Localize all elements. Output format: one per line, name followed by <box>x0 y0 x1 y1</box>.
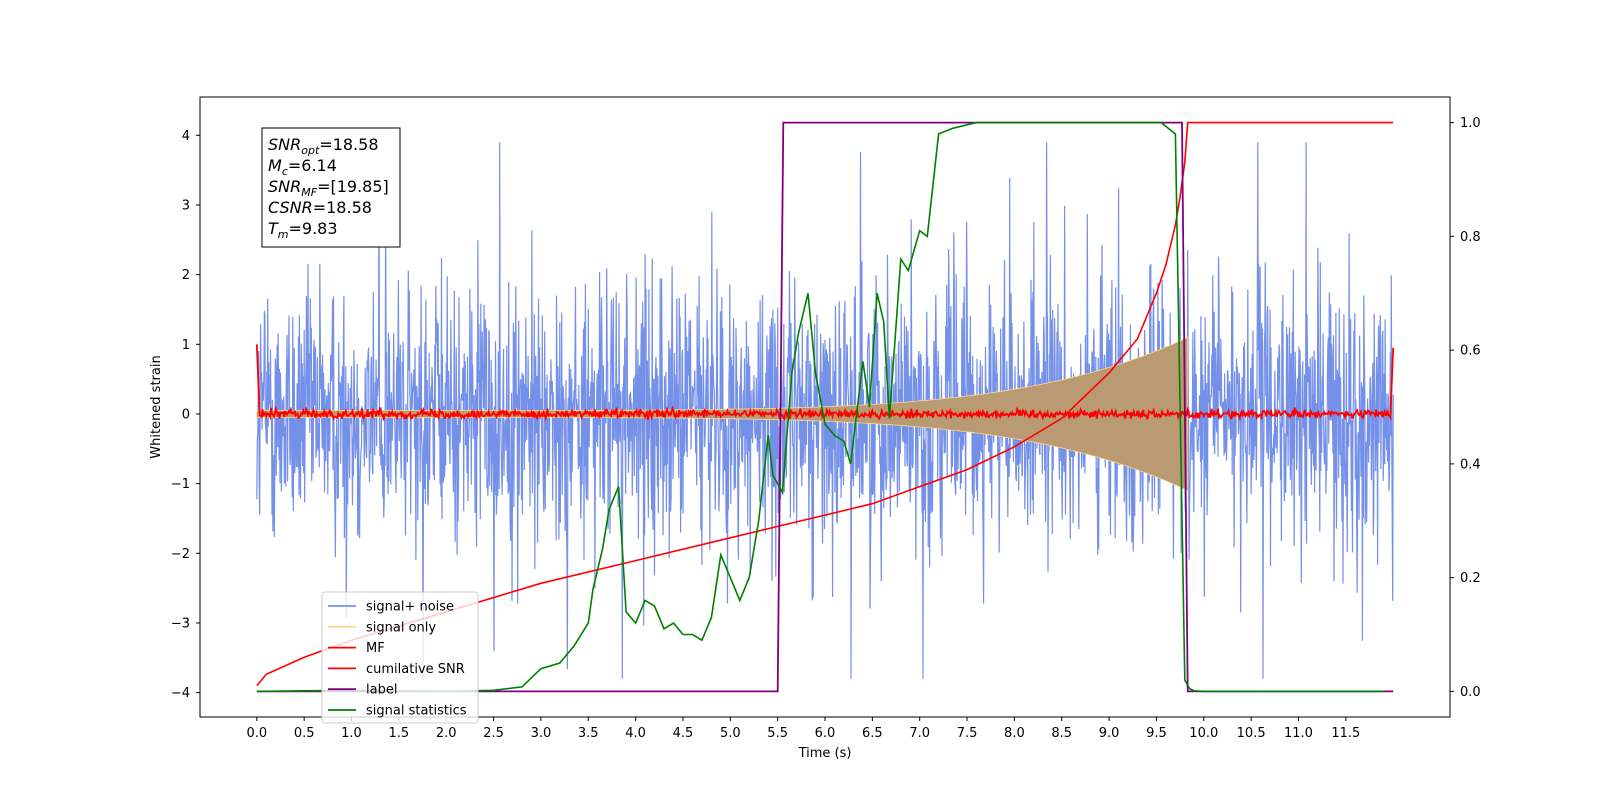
y2-tick-label: 0.8 <box>1460 230 1481 245</box>
y-tick-label: 3 <box>182 198 190 213</box>
stats-box-frame <box>261 127 401 248</box>
stats-line: SNRMF=[19.85] <box>268 177 389 199</box>
y-tick-label: 1 <box>182 338 190 353</box>
x-tick-label: 3.5 <box>578 726 599 741</box>
x-tick-label: 5.0 <box>720 726 741 741</box>
x-tick-label: 2.5 <box>483 726 504 741</box>
legend-label: signal+ noise <box>366 600 454 615</box>
stats-annotation-box: SNRopt=18.58Mc=6.14SNRMF=[19.85]CSNR=18.… <box>261 127 401 248</box>
y-tick-label: 4 <box>182 129 190 144</box>
x-axis-title: Time (s) <box>798 746 852 761</box>
y-tick-label: 2 <box>182 268 190 283</box>
x-tick-label: 8.0 <box>1004 726 1025 741</box>
legend: signal+ noise signal only MF cumilative SNR… <box>321 591 479 724</box>
y2-tick-label: 0.4 <box>1460 457 1481 472</box>
y-axis-left: −4 −3 −2 −1 0 1 2 3 4 <box>171 129 200 701</box>
stats-line: Tm=9.83 <box>268 219 338 241</box>
stats-line: CSNR=18.58 <box>268 198 372 217</box>
x-axis: 0.0 0.5 1.0 1.5 2.0 2.5 3.0 3.5 4.0 4.5 5.0 5.5 6.0 6… <box>246 717 1360 741</box>
y2-tick-label: 0.2 <box>1460 571 1481 586</box>
legend-label: cumilative SNR <box>366 662 465 677</box>
x-tick-label: 6.5 <box>862 726 883 741</box>
x-tick-label: 4.0 <box>625 726 646 741</box>
x-tick-label: 8.5 <box>1051 726 1072 741</box>
series-signal-statistics <box>256 121 1384 693</box>
legend-label: signal statistics <box>366 704 467 719</box>
legend-label: MF <box>366 641 385 656</box>
y-axis-title: Whitened strain <box>149 355 164 458</box>
x-tick-label: 1.0 <box>341 726 362 741</box>
y-axis-right: 0.0 0.2 0.4 0.6 0.8 1.0 <box>1450 116 1481 700</box>
y-tick-label: −4 <box>171 686 190 701</box>
x-tick-label: 0.0 <box>246 726 267 741</box>
legend-label: label <box>366 683 397 698</box>
y-tick-label: −3 <box>171 616 190 631</box>
x-tick-label: 7.5 <box>957 726 978 741</box>
y-tick-label: 0 <box>182 407 190 422</box>
legend-label: signal only <box>366 620 436 635</box>
y2-tick-label: 0.0 <box>1460 685 1481 700</box>
stats-line: Mc=6.14 <box>268 156 337 178</box>
stats-line: SNRopt=18.58 <box>268 135 379 157</box>
x-tick-label: 9.0 <box>1099 726 1120 741</box>
x-tick-label: 4.5 <box>673 726 694 741</box>
x-tick-label: 0.5 <box>294 726 315 741</box>
x-tick-label: 2.0 <box>436 726 457 741</box>
y2-tick-label: 0.6 <box>1460 344 1481 359</box>
x-tick-label: 3.0 <box>531 726 552 741</box>
x-tick-label: 7.0 <box>909 726 930 741</box>
series-layer <box>255 121 1395 693</box>
x-tick-label: 10.5 <box>1237 726 1266 741</box>
x-tick-label: 5.5 <box>767 726 788 741</box>
legend-frame <box>321 591 479 724</box>
y-tick-label: −2 <box>171 547 190 562</box>
y-tick-label: −1 <box>171 477 190 492</box>
x-tick-label: 11.0 <box>1284 726 1313 741</box>
x-tick-label: 1.5 <box>389 726 410 741</box>
series-mf <box>255 344 1395 422</box>
x-tick-label: 11.5 <box>1331 726 1360 741</box>
series-signal-noise <box>256 142 1394 679</box>
x-tick-label: 9.5 <box>1146 726 1167 741</box>
y2-tick-label: 1.0 <box>1460 116 1481 131</box>
x-tick-label: 10.0 <box>1189 726 1218 741</box>
x-tick-label: 6.0 <box>815 726 836 741</box>
